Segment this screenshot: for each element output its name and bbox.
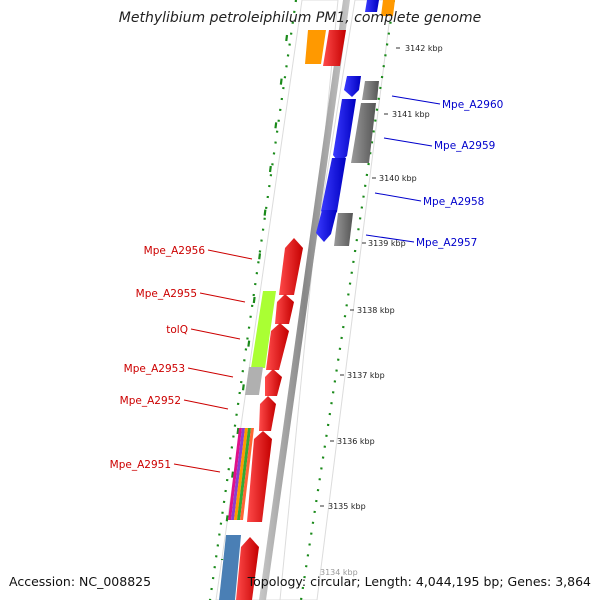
tick-label: 3138 kbp — [357, 306, 395, 315]
reverse-labels: Mpe_A2956 Mpe_A2955 tolQ Mpe_A2953 Mpe_A… — [110, 245, 253, 473]
tick-label: 3137 kbp — [347, 371, 385, 380]
tick-label: 3139 kbp — [368, 239, 406, 248]
tick-label: 3141 kbp — [392, 110, 430, 119]
tick-label: 3142 kbp — [405, 44, 443, 53]
gene-label-mpe-a2960: Mpe_A2960 — [442, 99, 503, 111]
gene-label-mpe-a2958: Mpe_A2958 — [423, 196, 484, 208]
gene-arrow-mpe-a2953[interactable] — [259, 396, 276, 431]
gene-arrow[interactable] — [334, 213, 353, 246]
gene-arrow[interactable] — [236, 537, 259, 600]
gene-arrow-mpe-a2959[interactable] — [333, 99, 356, 163]
gene-label-mpe-a2959: Mpe_A2959 — [434, 140, 495, 152]
tick-label: 3140 kbp — [379, 174, 417, 183]
gene-arrow-mpe-a2951[interactable] — [247, 431, 272, 522]
gene-arrow-tolq[interactable] — [266, 323, 289, 370]
tick-label: 3134 kbp — [320, 568, 358, 577]
forward-labels: Mpe_A2960 Mpe_A2959 Mpe_A2958 Mpe_A2957 — [365, 95, 503, 249]
gene-box-steel[interactable] — [219, 535, 241, 600]
gene-label-mpe-a2952: Mpe_A2952 — [120, 395, 181, 407]
gene-label-mpe-a2953: Mpe_A2953 — [124, 363, 185, 375]
gene-arrow[interactable] — [323, 30, 346, 66]
gene-box-multicolor[interactable] — [228, 428, 254, 520]
gene-arrow-mpe-a2958[interactable] — [321, 158, 346, 220]
tick-label: 3135 kbp — [328, 502, 366, 511]
scale-ticks: 3142 kbp 3141 kbp 3140 kbp 3139 kbp 3138… — [320, 44, 443, 577]
tick-label: 3136 kbp — [337, 437, 375, 446]
gene-label-mpe-a2956: Mpe_A2956 — [144, 245, 206, 257]
gene-arrow-mpe-a2957[interactable] — [316, 210, 337, 242]
gene-arrow[interactable] — [265, 369, 282, 396]
gene-arrow[interactable] — [365, 0, 379, 12]
gene-arrow[interactable] — [362, 81, 379, 100]
gene-label-mpe-a2957: Mpe_A2957 — [416, 237, 477, 249]
gene-arrow-mpe-a2955[interactable] — [275, 294, 294, 324]
genome-backbone — [259, 0, 350, 600]
accession-text: Accession: NC_008825 — [9, 574, 152, 589]
map-title: Methylibium petroleiphilum PM1, complete… — [118, 10, 482, 26]
gene-box-gray[interactable] — [245, 367, 263, 395]
gene-arrow-mpe-a2956[interactable] — [279, 238, 303, 295]
gene-label-tolq: tolQ — [166, 324, 188, 336]
gene-arrow[interactable] — [305, 30, 326, 64]
gene-arrow-mpe-a2960[interactable] — [344, 76, 361, 97]
gene-arrow[interactable] — [351, 103, 376, 163]
genome-summary-text: Topology: circular; Length: 4,044,195 bp… — [247, 574, 591, 589]
gene-label-mpe-a2951: Mpe_A2951 — [110, 459, 171, 471]
gene-label-mpe-a2955: Mpe_A2955 — [136, 288, 197, 300]
gc-skew-bars — [220, 34, 289, 561]
gene-arrow[interactable] — [381, 0, 395, 16]
gene-box-lime[interactable] — [251, 291, 276, 368]
